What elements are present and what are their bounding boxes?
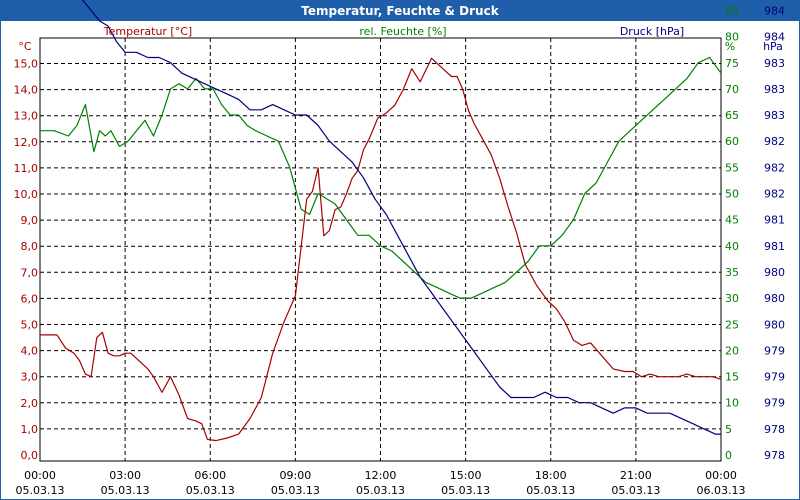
pressure-tick-label: 980 <box>764 266 785 279</box>
x-tick-date: 05.03.13 <box>271 484 320 497</box>
x-tick-time: 21:00 <box>620 469 652 482</box>
x-tick-time: 09:00 <box>280 469 312 482</box>
pressure-tick-label: 980 <box>764 318 785 331</box>
humidity-tick-label: 20 <box>725 344 739 357</box>
pressure-tick-label: 982 <box>764 188 785 201</box>
humidity-tick-label: 30 <box>725 292 739 305</box>
pressure-tick-label: 979 <box>764 397 785 410</box>
x-tick-date: 05.03.13 <box>186 484 235 497</box>
humidity-tick-label: 35 <box>725 266 739 279</box>
temperature-tick-label: 0,0 <box>21 449 39 462</box>
humidity-tick-label: 10 <box>725 397 739 410</box>
humidity-tick-label: 75 <box>725 57 739 70</box>
humidity-tick-label: 45 <box>725 214 739 227</box>
temperature-line <box>40 57 722 442</box>
temperature-tick-label: 15,0 <box>14 58 39 71</box>
pressure-tick-label: 978 <box>764 449 785 462</box>
series-layer <box>40 0 722 442</box>
temperature-tick-label: 1,0 <box>21 423 39 436</box>
humidity-tick-label: 0 <box>725 449 732 462</box>
x-tick-date: 05.03.13 <box>611 484 660 497</box>
pressure-tick-label: 983 <box>764 57 785 70</box>
x-tick-time: 18:00 <box>535 469 567 482</box>
window-title: Temperatur, Feuchte & Druck <box>1 1 799 21</box>
temperature-tick-label: 7,0 <box>21 266 39 279</box>
temperature-tick-label: 13,0 <box>14 110 39 123</box>
pressure-tick-label: 983 <box>764 109 785 122</box>
pressure-tick-label: 982 <box>764 135 785 148</box>
grid-lines <box>40 38 721 461</box>
temperature-axis-label: Temperatur [°C] <box>103 25 192 38</box>
pressure-axis-label: Druck [hPa] <box>620 25 684 38</box>
pressure-tick-label: 979 <box>764 344 785 357</box>
pressure-tick-label: 980 <box>764 292 785 305</box>
pressure-line <box>81 0 721 435</box>
temperature-tick-label: 6,0 <box>21 292 39 305</box>
pressure-tick-label: 981 <box>764 214 785 227</box>
temperature-unit-label: °C <box>18 40 32 53</box>
humidity-tick-label: 85 <box>725 4 739 17</box>
x-tick-time: 00:00 <box>24 469 56 482</box>
pressure-tick-label: 981 <box>764 240 785 253</box>
temperature-tick-label: 9,0 <box>21 214 39 227</box>
humidity-tick-label: 70 <box>725 83 739 96</box>
x-tick-time: 06:00 <box>194 469 226 482</box>
x-tick-date: 06.03.13 <box>697 484 746 497</box>
x-tick-time: 03:00 <box>109 469 141 482</box>
x-tick-time: 00:00 <box>705 469 737 482</box>
humidity-tick-label: 5 <box>725 423 732 436</box>
humidity-tick-label: 50 <box>725 188 739 201</box>
temperature-tick-label: 12,0 <box>14 136 39 149</box>
pressure-tick-label: 982 <box>764 161 785 174</box>
x-tick-time: 12:00 <box>365 469 397 482</box>
temperature-tick-label: 8,0 <box>21 240 39 253</box>
temperature-tick-label: 11,0 <box>14 162 39 175</box>
humidity-tick-label: 80 <box>725 31 739 44</box>
x-tick-date: 05.03.13 <box>101 484 150 497</box>
x-tick-date: 05.03.13 <box>16 484 65 497</box>
humidity-unit-label: % <box>725 40 735 53</box>
humidity-tick-label: 40 <box>725 240 739 253</box>
x-tick-date: 05.03.13 <box>441 484 490 497</box>
x-tick-time: 15:00 <box>450 469 482 482</box>
humidity-tick-label: 65 <box>725 109 739 122</box>
humidity-tick-label: 25 <box>725 318 739 331</box>
x-tick-date: 05.03.13 <box>526 484 575 497</box>
temperature-tick-label: 3,0 <box>21 371 39 384</box>
humidity-tick-label: 15 <box>725 371 739 384</box>
temperature-tick-label: 5,0 <box>21 319 39 332</box>
pressure-tick-label: 979 <box>764 371 785 384</box>
humidity-axis-label: rel. Feuchte [%] <box>359 25 446 38</box>
humidity-line <box>40 56 722 299</box>
pressure-tick-label: 984 <box>764 4 785 17</box>
temperature-tick-label: 4,0 <box>21 345 39 358</box>
pressure-tick-label: 984 <box>764 31 785 44</box>
humidity-tick-label: 55 <box>725 161 739 174</box>
pressure-tick-label: 983 <box>764 83 785 96</box>
humidity-tick-label: 60 <box>725 135 739 148</box>
axis-ticks: 00:00 05.03.13 03:00 05.03.13 06:00 05.03.13 0… <box>14 4 786 497</box>
temperature-tick-label: 2,0 <box>21 397 39 410</box>
pressure-tick-label: 978 <box>764 423 785 436</box>
pressure-unit-label: hPa <box>763 40 783 53</box>
temperature-tick-label: 10,0 <box>14 188 39 201</box>
x-tick-date: 05.03.13 <box>356 484 405 497</box>
temperature-tick-label: 14,0 <box>14 84 39 97</box>
